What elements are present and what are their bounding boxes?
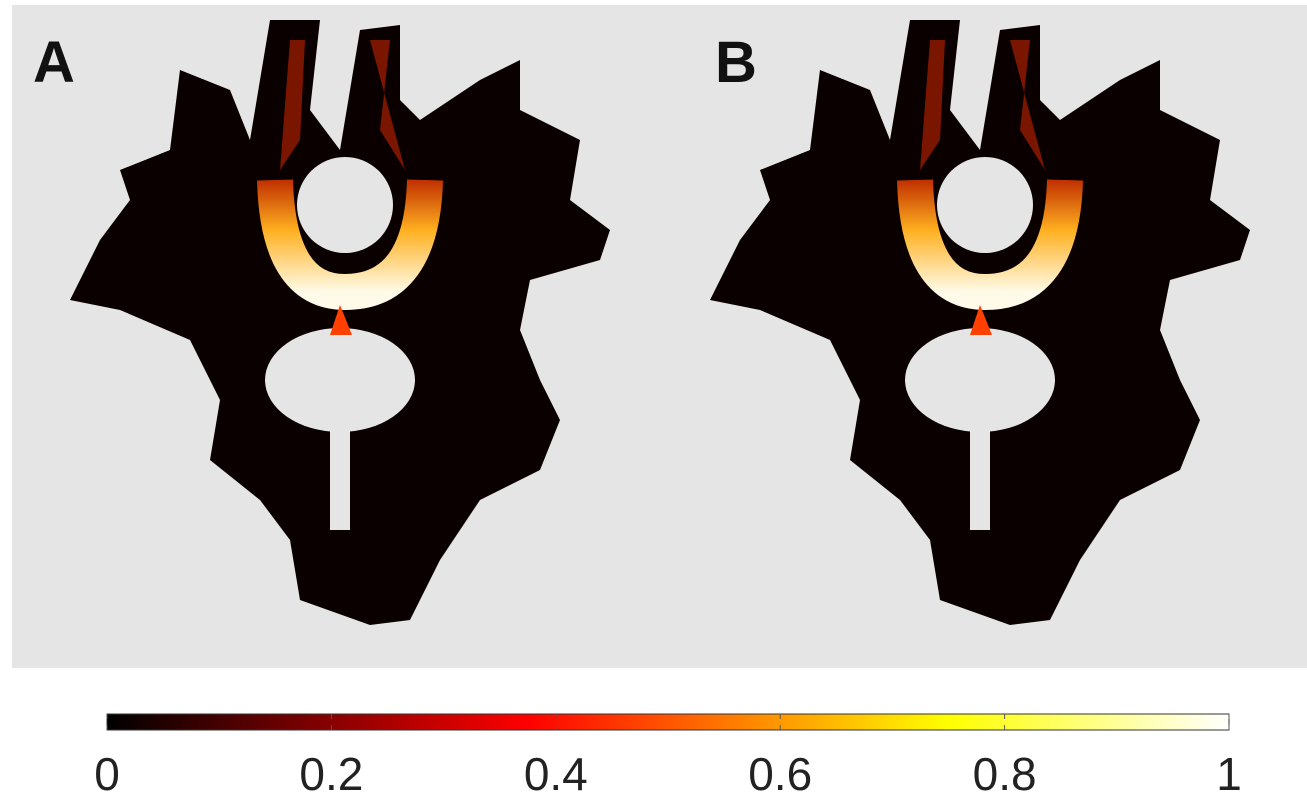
- tick-label: 0.4: [524, 748, 588, 794]
- tick-label: 0.2: [299, 748, 363, 794]
- tick-label: 0: [94, 748, 120, 794]
- panel-label: A: [33, 30, 75, 95]
- tick-label: 1: [1216, 748, 1242, 794]
- tick-label: 0.6: [748, 748, 812, 794]
- tick-label: 0.8: [973, 748, 1037, 794]
- panel-label: B: [715, 30, 757, 95]
- colorbar: [106, 713, 1230, 731]
